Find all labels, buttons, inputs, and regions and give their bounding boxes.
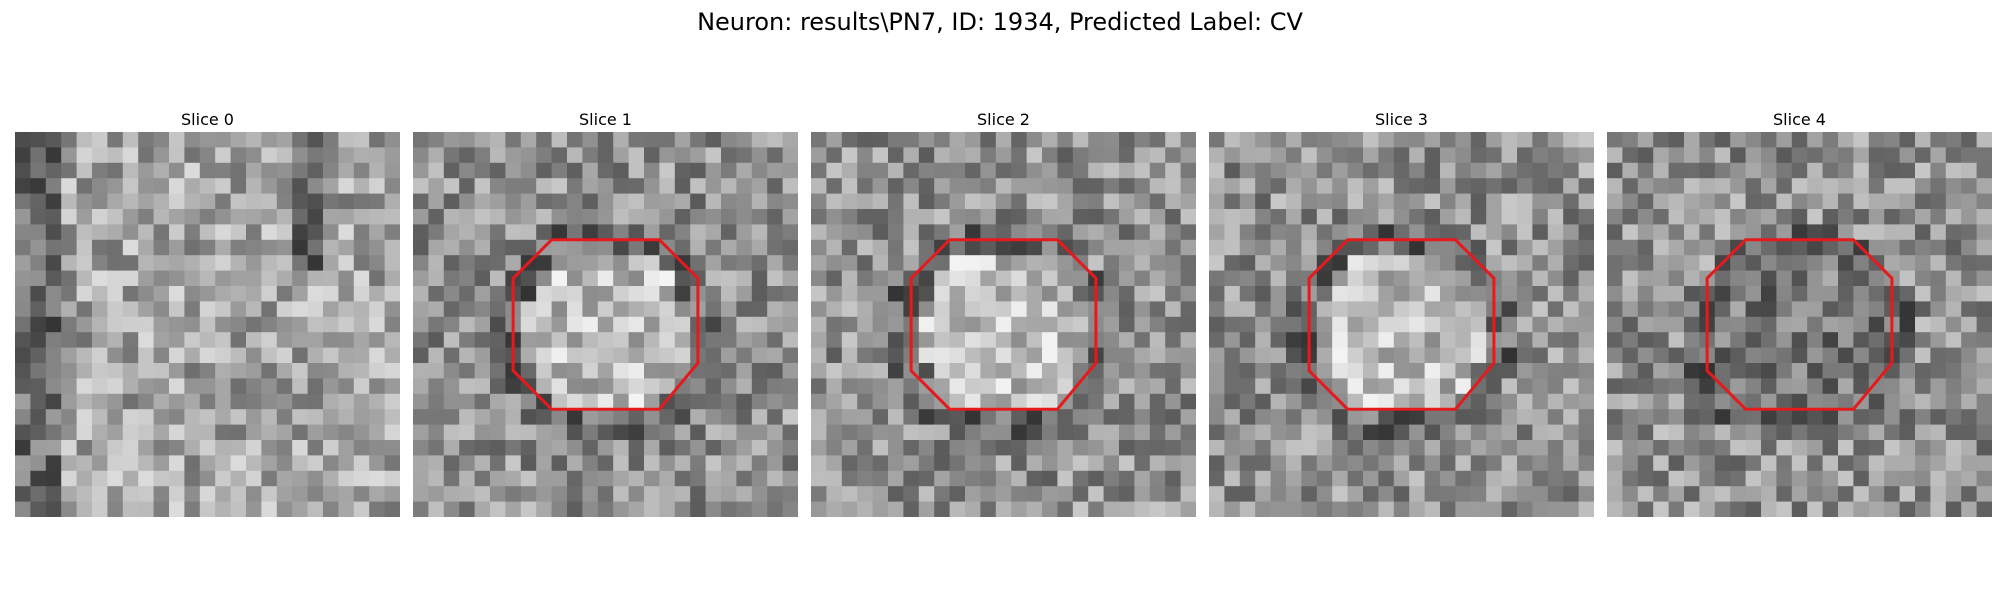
slice-title: Slice 1 [579, 110, 632, 129]
slice-title: Slice 3 [1375, 110, 1428, 129]
slice-panel-1: Slice 1 [413, 108, 798, 517]
roi-contour [1705, 238, 1894, 411]
slice-title: Slice 4 [1773, 110, 1826, 129]
roi-contour [511, 238, 700, 411]
slice-title: Slice 2 [977, 110, 1030, 129]
figure-title: Neuron: results\PN7, ID: 1934, Predicted… [697, 8, 1303, 36]
roi-contour [909, 238, 1098, 411]
slice-image [15, 132, 400, 517]
slice-panel-2: Slice 2 [811, 108, 1196, 517]
slice-image [811, 132, 1196, 517]
slice-title: Slice 0 [181, 110, 234, 129]
slice-panel-3: Slice 3 [1209, 108, 1594, 517]
slice-panel-4: Slice 4 [1607, 108, 1992, 517]
roi-contour [1307, 238, 1496, 411]
slice-image [413, 132, 798, 517]
slice-image [1607, 132, 1992, 517]
slice-panel-0: Slice 0 [15, 108, 400, 517]
slice-image [1209, 132, 1594, 517]
